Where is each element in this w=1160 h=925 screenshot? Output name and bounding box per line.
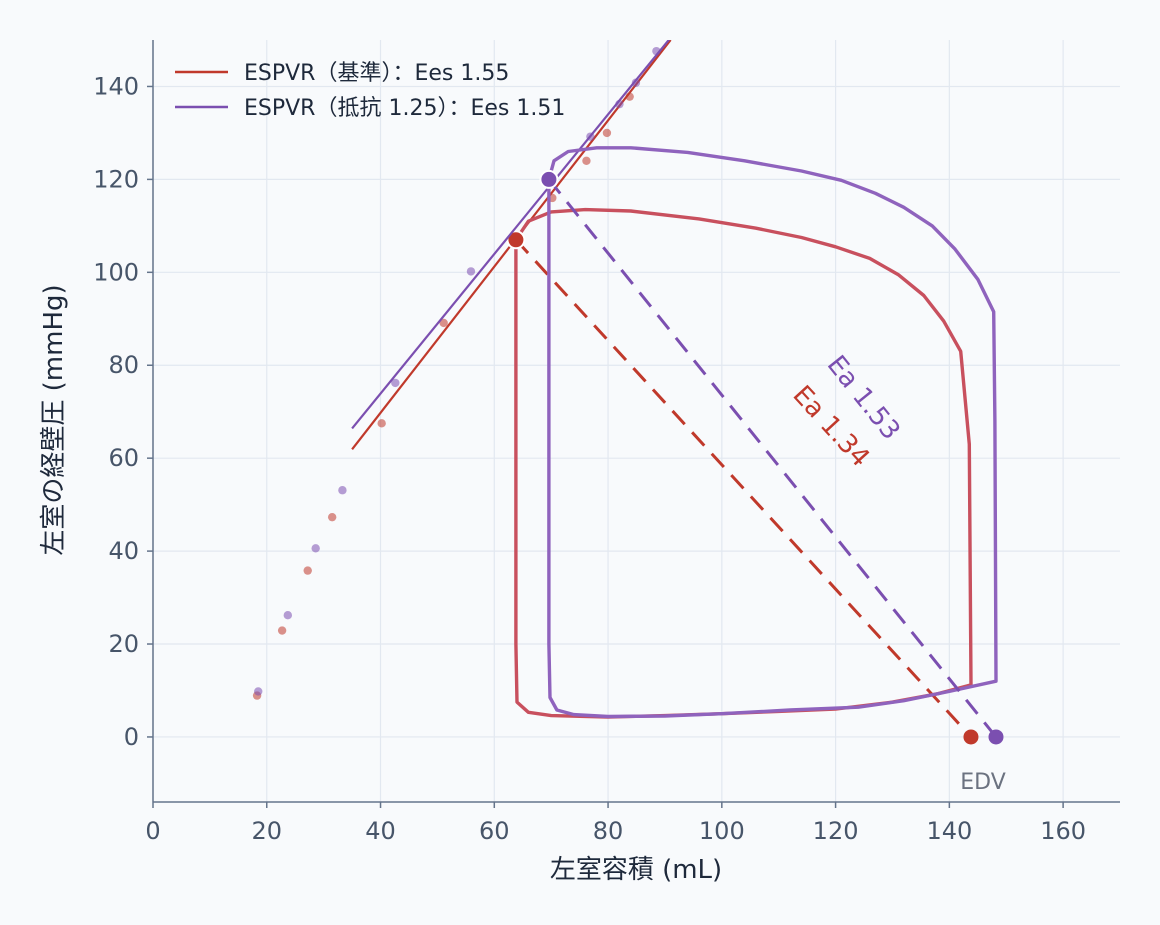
- espvr-point-baseline: [303, 566, 312, 575]
- x-tick-label: 140: [926, 817, 972, 845]
- grid: [152, 40, 1120, 802]
- edv-point-resistance: [988, 729, 1004, 745]
- ea-line-baseline: [514, 238, 973, 738]
- espvr-point-resistance: [391, 378, 400, 388]
- y-tick-label: 100: [93, 258, 139, 286]
- legend-label-baseline: ESPVR（基準）：Ees 1.55: [244, 61, 509, 86]
- legend-label-resistance: ESPVR（抵抗 1.25）：Ees 1.51: [244, 96, 565, 121]
- pv-loop-baseline: [514, 207, 973, 719]
- x-tick-label: 80: [593, 817, 624, 845]
- y-tick-label: 140: [93, 72, 139, 100]
- espvr-point-resistance: [283, 611, 293, 620]
- axes: 0 20 40 60 80 100 120 140 160 0 20 40 60 80 100 120 140: [93, 40, 1120, 845]
- y-tick-label: 20: [108, 630, 139, 658]
- espvr-point-baseline: [377, 419, 386, 428]
- espvr-point-baseline: [602, 128, 612, 138]
- x-tick-label: 160: [1040, 817, 1086, 845]
- espvr-point-baseline: [439, 318, 448, 328]
- y-tick-label: 40: [108, 537, 139, 565]
- ea-line-resistance: [547, 178, 998, 738]
- edv-point-baseline: [963, 729, 979, 745]
- y-axis-label: 左室の経壁圧 (mmHg): [39, 284, 69, 555]
- x-tick-label: 0: [145, 817, 160, 845]
- x-tick-label: 60: [479, 817, 510, 845]
- x-tick-label: 120: [813, 817, 859, 845]
- espvr-point-baseline: [327, 512, 337, 522]
- espvr-point-resistance: [338, 486, 347, 495]
- series-layer: [252, 40, 1004, 745]
- edv-label: EDV: [960, 770, 1006, 795]
- x-axis-label: 左室容積 (mL): [550, 855, 722, 885]
- x-tick-label: 20: [251, 817, 282, 845]
- es-point-resistance: [539, 169, 559, 189]
- espvr-point-resistance: [254, 687, 263, 696]
- y-tick-label: 80: [108, 351, 139, 379]
- legend: ESPVR（基準）：Ees 1.55 ESPVR（抵抗 1.25）：Ees 1.…: [175, 61, 565, 121]
- espvr-point-baseline: [277, 626, 287, 635]
- x-tick-label: 100: [699, 817, 745, 845]
- es-point-baseline: [506, 230, 526, 250]
- pv-loop-resistance: [547, 146, 998, 719]
- y-tick-label: 120: [93, 165, 139, 193]
- espvr-point-resistance: [311, 544, 320, 553]
- espvr-point-baseline: [582, 156, 591, 166]
- espvr-line-resistance: [351, 40, 671, 430]
- y-tick-label: 0: [124, 723, 139, 751]
- espvr-point-resistance: [466, 267, 476, 276]
- y-tick-label: 60: [108, 444, 139, 472]
- espvr-point-resistance: [631, 78, 641, 87]
- x-tick-label: 40: [365, 817, 396, 845]
